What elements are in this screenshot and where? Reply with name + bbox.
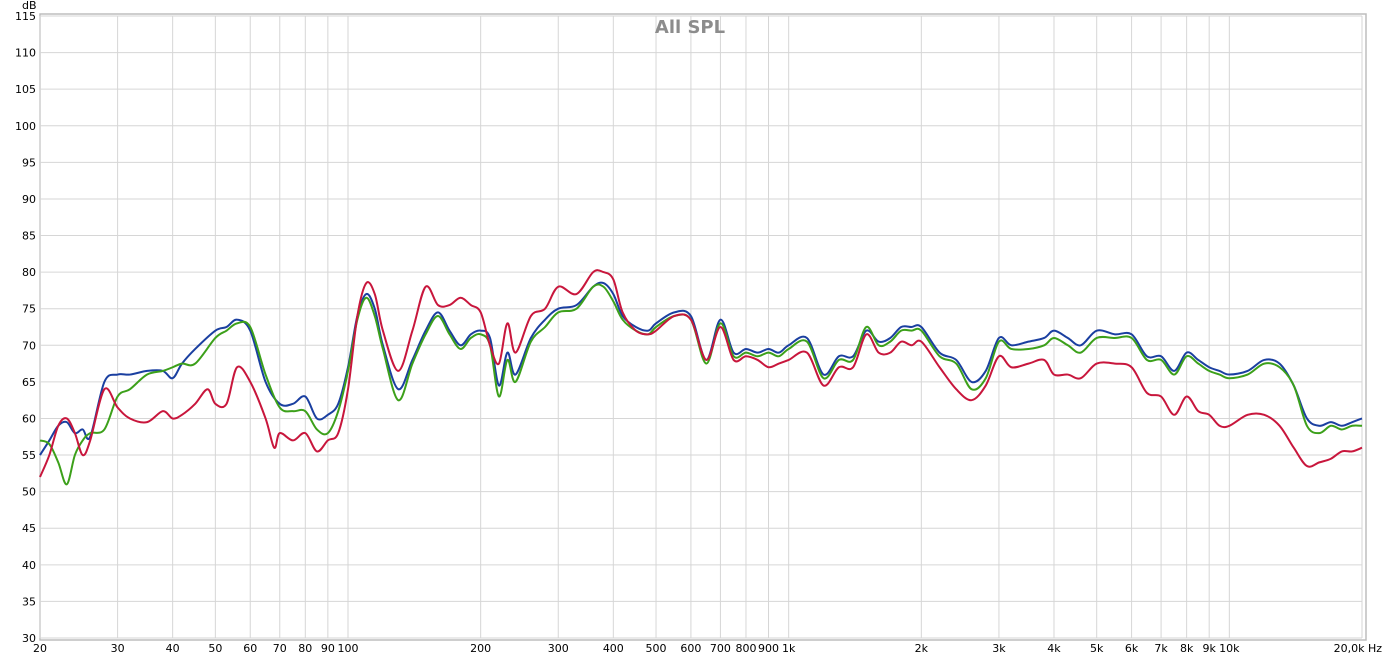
x-tick-label: 200 xyxy=(470,642,491,655)
x-tick-label: 100 xyxy=(338,642,359,655)
y-tick-label: 115 xyxy=(15,10,36,23)
x-tick-label: 6k xyxy=(1125,642,1139,655)
y-tick-label: 105 xyxy=(15,83,36,96)
y-tick-label: 110 xyxy=(15,47,36,60)
x-tick-label: 50 xyxy=(208,642,222,655)
x-tick-label: 1k xyxy=(782,642,796,655)
x-tick-label: 5k xyxy=(1090,642,1104,655)
y-axis-label: dB xyxy=(22,0,37,12)
y-tick-label: 55 xyxy=(22,449,36,462)
chart-title: All SPL xyxy=(655,17,725,38)
y-tick-label: 85 xyxy=(22,230,36,243)
y-tick-label: 45 xyxy=(22,522,36,535)
x-tick-label: 40 xyxy=(166,642,180,655)
x-tick-label: 20 xyxy=(33,642,47,655)
x-tick-label: 700 xyxy=(710,642,731,655)
x-tick-label: 300 xyxy=(548,642,569,655)
x-tick-label: 90 xyxy=(321,642,335,655)
series-line-3 xyxy=(39,269,1363,478)
x-tick-label: 10k xyxy=(1219,642,1240,655)
y-tick-labels: 30 35 40 45 50 55 60 65 70 75 80 85 90 95 100 105 110 115 xyxy=(15,10,36,645)
x-tick-label: 3k xyxy=(992,642,1006,655)
x-tick-label: 30 xyxy=(111,642,125,655)
x-tick-label: 8k xyxy=(1180,642,1194,655)
y-tick-label: 95 xyxy=(22,156,36,169)
x-tick-label: 70 xyxy=(273,642,287,655)
x-tick-label: 600 xyxy=(680,642,701,655)
series-line-2 xyxy=(39,283,1363,486)
x-tick-label: 2k xyxy=(915,642,929,655)
x-tick-label: 60 xyxy=(243,642,257,655)
x-tick-label: 500 xyxy=(646,642,667,655)
y-tick-label: 40 xyxy=(22,559,36,572)
x-tick-label: 800 xyxy=(735,642,756,655)
x-tick-label: 7k xyxy=(1154,642,1168,655)
y-tick-label: 70 xyxy=(22,339,36,352)
y-tick-label: 50 xyxy=(22,486,36,499)
x-tick-label: 80 xyxy=(298,642,312,655)
y-tick-label: 65 xyxy=(22,376,36,389)
y-tick-label: 80 xyxy=(22,266,36,279)
y-tick-label: 30 xyxy=(22,632,36,645)
x-tick-labels: 20 30 40 50 60 70 80 90 100 200 300 400 500 600 700 800… xyxy=(33,642,1382,655)
y-tick-label: 100 xyxy=(15,120,36,133)
grid-lines xyxy=(39,15,1363,639)
y-tick-label: 35 xyxy=(22,595,36,608)
y-tick-label: 90 xyxy=(22,193,36,206)
x-tick-label: 900 xyxy=(758,642,779,655)
y-tick-label: 75 xyxy=(22,303,36,316)
x-tick-label: 20,0k Hz xyxy=(1334,642,1382,655)
plot-frame xyxy=(39,13,1367,641)
series-group xyxy=(39,269,1363,486)
x-tick-label: 400 xyxy=(603,642,624,655)
y-tick-label: 60 xyxy=(22,412,36,425)
x-tick-label: 4k xyxy=(1047,642,1061,655)
x-tick-label: 9k xyxy=(1202,642,1216,655)
